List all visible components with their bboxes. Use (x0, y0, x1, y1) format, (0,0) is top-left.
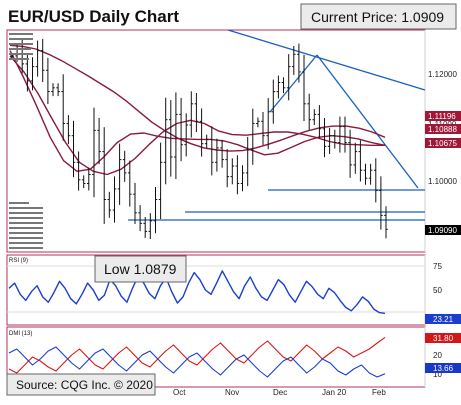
info-line (9, 217, 43, 219)
x-tick-label: Dec (273, 388, 287, 397)
moving-average-line-3 (9, 50, 386, 173)
info-line (9, 58, 29, 60)
y-tick-label: 1.10000 (428, 177, 457, 186)
rsi-label: RSI (9) (9, 258, 28, 264)
price-tag: 1.10675 (425, 138, 461, 148)
current-price-frame (300, 3, 457, 30)
price-tag: 1.10888 (425, 124, 461, 134)
price-tag-box (425, 225, 461, 235)
info-line (9, 212, 43, 214)
source-frame (6, 373, 156, 396)
source-text: Source: CQG Inc. © 2020 (16, 378, 153, 392)
price-bars (10, 38, 388, 239)
info-line (9, 53, 33, 55)
dmi-minus-tag: 13.66 (425, 363, 461, 373)
low-callout-text: Low 1.0879 (104, 261, 177, 277)
rsi-y-tick: 50 (433, 286, 442, 295)
info-line (9, 38, 33, 40)
price-tag: 1.09090 (425, 225, 461, 235)
dmi-plus-line (8, 346, 386, 378)
price-tag: 1.11196 (425, 111, 461, 121)
dmi-y-tick: 10 (433, 370, 442, 379)
dmi-label: DMI (13) (9, 331, 32, 337)
rsi-panel (6, 254, 426, 326)
low-callout-frame (94, 255, 187, 283)
info-line (9, 33, 33, 35)
price-panel (6, 29, 426, 253)
ohlc-info-block (9, 33, 33, 60)
info-line (9, 43, 33, 45)
trendlines (227, 29, 426, 189)
rsi-tag-box (425, 314, 461, 324)
price-tag-box (425, 138, 461, 148)
price-tag-text: 1.11196 (428, 112, 456, 121)
info-line (9, 247, 43, 249)
trendline-falling (316, 54, 419, 189)
rsi-tag-text: 23.21 (433, 315, 454, 324)
chart-title: EUR/USD Daily Chart (8, 7, 179, 26)
price-tag-box (425, 124, 461, 134)
info-line (9, 237, 43, 239)
moving-average-line-2 (9, 55, 385, 176)
rsi-series-line (8, 270, 386, 315)
dmi-plus-tag: 31.80 (425, 333, 461, 343)
dmi-tag-box (425, 333, 461, 343)
x-tick-label: Jan 20 (322, 388, 347, 397)
rsi-y-tick: 75 (433, 262, 442, 271)
y-tick-label: 1.12000 (428, 70, 457, 79)
info-line (9, 222, 43, 224)
rsi-value-tag: 23.21 (425, 314, 461, 324)
price-tag-text: 1.10888 (428, 125, 457, 134)
price-tag-text: 1.09090 (428, 226, 457, 235)
info-line (9, 242, 43, 244)
moving-averages (9, 44, 386, 176)
horizontal-levels (128, 189, 425, 221)
trendline-upper (227, 29, 426, 91)
x-tick-label: Feb (372, 388, 386, 397)
info-line (9, 207, 43, 209)
info-line (9, 202, 29, 204)
dmi-y-tick: 20 (433, 351, 442, 360)
current-price-text: Current Price: 1.0909 (311, 9, 444, 25)
price-tag-text: 1.10675 (428, 139, 457, 148)
low-callout: Low 1.0879 (94, 255, 187, 283)
dmi-tag-box (425, 363, 461, 373)
rsi-line (8, 270, 386, 315)
dmi-tag-text: 31.80 (433, 334, 454, 343)
moving-average-line-1 (9, 44, 386, 152)
info-line (9, 48, 31, 50)
dmi-tag-text: 13.66 (433, 364, 454, 373)
x-tick-label: Nov (225, 388, 239, 397)
source-box: Source: CQG Inc. © 2020 (6, 373, 156, 396)
trendline-rising (269, 54, 318, 113)
info-line (9, 227, 43, 229)
x-tick-label: Oct (173, 388, 186, 397)
info-line (9, 232, 43, 234)
current-price-box: Current Price: 1.0909 (300, 3, 457, 30)
dmi-lines (8, 336, 386, 378)
price-tag-box (425, 111, 461, 121)
indicator-info-block (9, 202, 43, 249)
